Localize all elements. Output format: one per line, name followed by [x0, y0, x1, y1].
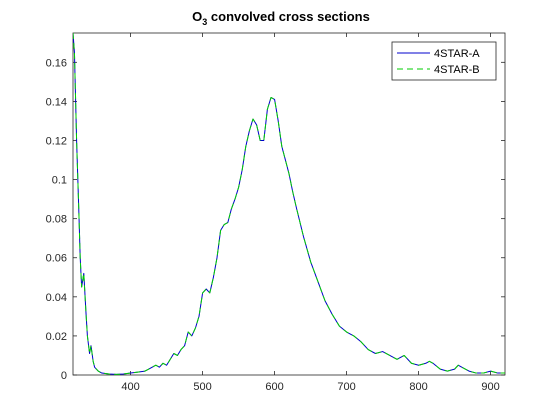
- x-tick-label: 800: [409, 381, 427, 393]
- legend-label-b: 4STAR-B: [434, 64, 480, 76]
- y-tick-label: 0.12: [46, 135, 67, 147]
- chart-title-base: O: [192, 9, 202, 24]
- chart-title-rest: convolved cross sections: [207, 9, 370, 24]
- x-tick-label: 700: [337, 381, 355, 393]
- series-line-b: [73, 33, 505, 375]
- y-tick-label: 0.14: [46, 96, 67, 108]
- legend-box: [391, 41, 497, 81]
- legend: 4STAR-A 4STAR-B: [391, 41, 497, 81]
- axes-layer: 400 500 600 700 800 900 0 0.02 0.04 0.06 0.08 0.1 0.…: [46, 32, 506, 393]
- axes-box: [72, 32, 506, 376]
- y-tick-label: 0: [61, 370, 67, 382]
- y-tick-label: 0.04: [46, 292, 67, 304]
- x-tick-label: 900: [481, 381, 499, 393]
- chart-title-subscript: 3: [202, 17, 207, 27]
- legend-label-a: 4STAR-A: [434, 48, 480, 60]
- y-tick-label: 0.08: [46, 214, 67, 226]
- x-tick-label: 600: [265, 381, 283, 393]
- x-tick-label: 400: [121, 381, 139, 393]
- y-tick-label: 0.16: [46, 57, 67, 69]
- plot-area: [73, 33, 505, 375]
- y-tick-label: 0.1: [52, 175, 67, 187]
- y-tick-label: 0.06: [46, 253, 67, 265]
- chart-title: O3 convolved cross sections: [192, 9, 370, 27]
- series-layer: [73, 33, 505, 375]
- x-tick-label: 500: [193, 381, 211, 393]
- y-tick-label: 0.02: [46, 331, 67, 343]
